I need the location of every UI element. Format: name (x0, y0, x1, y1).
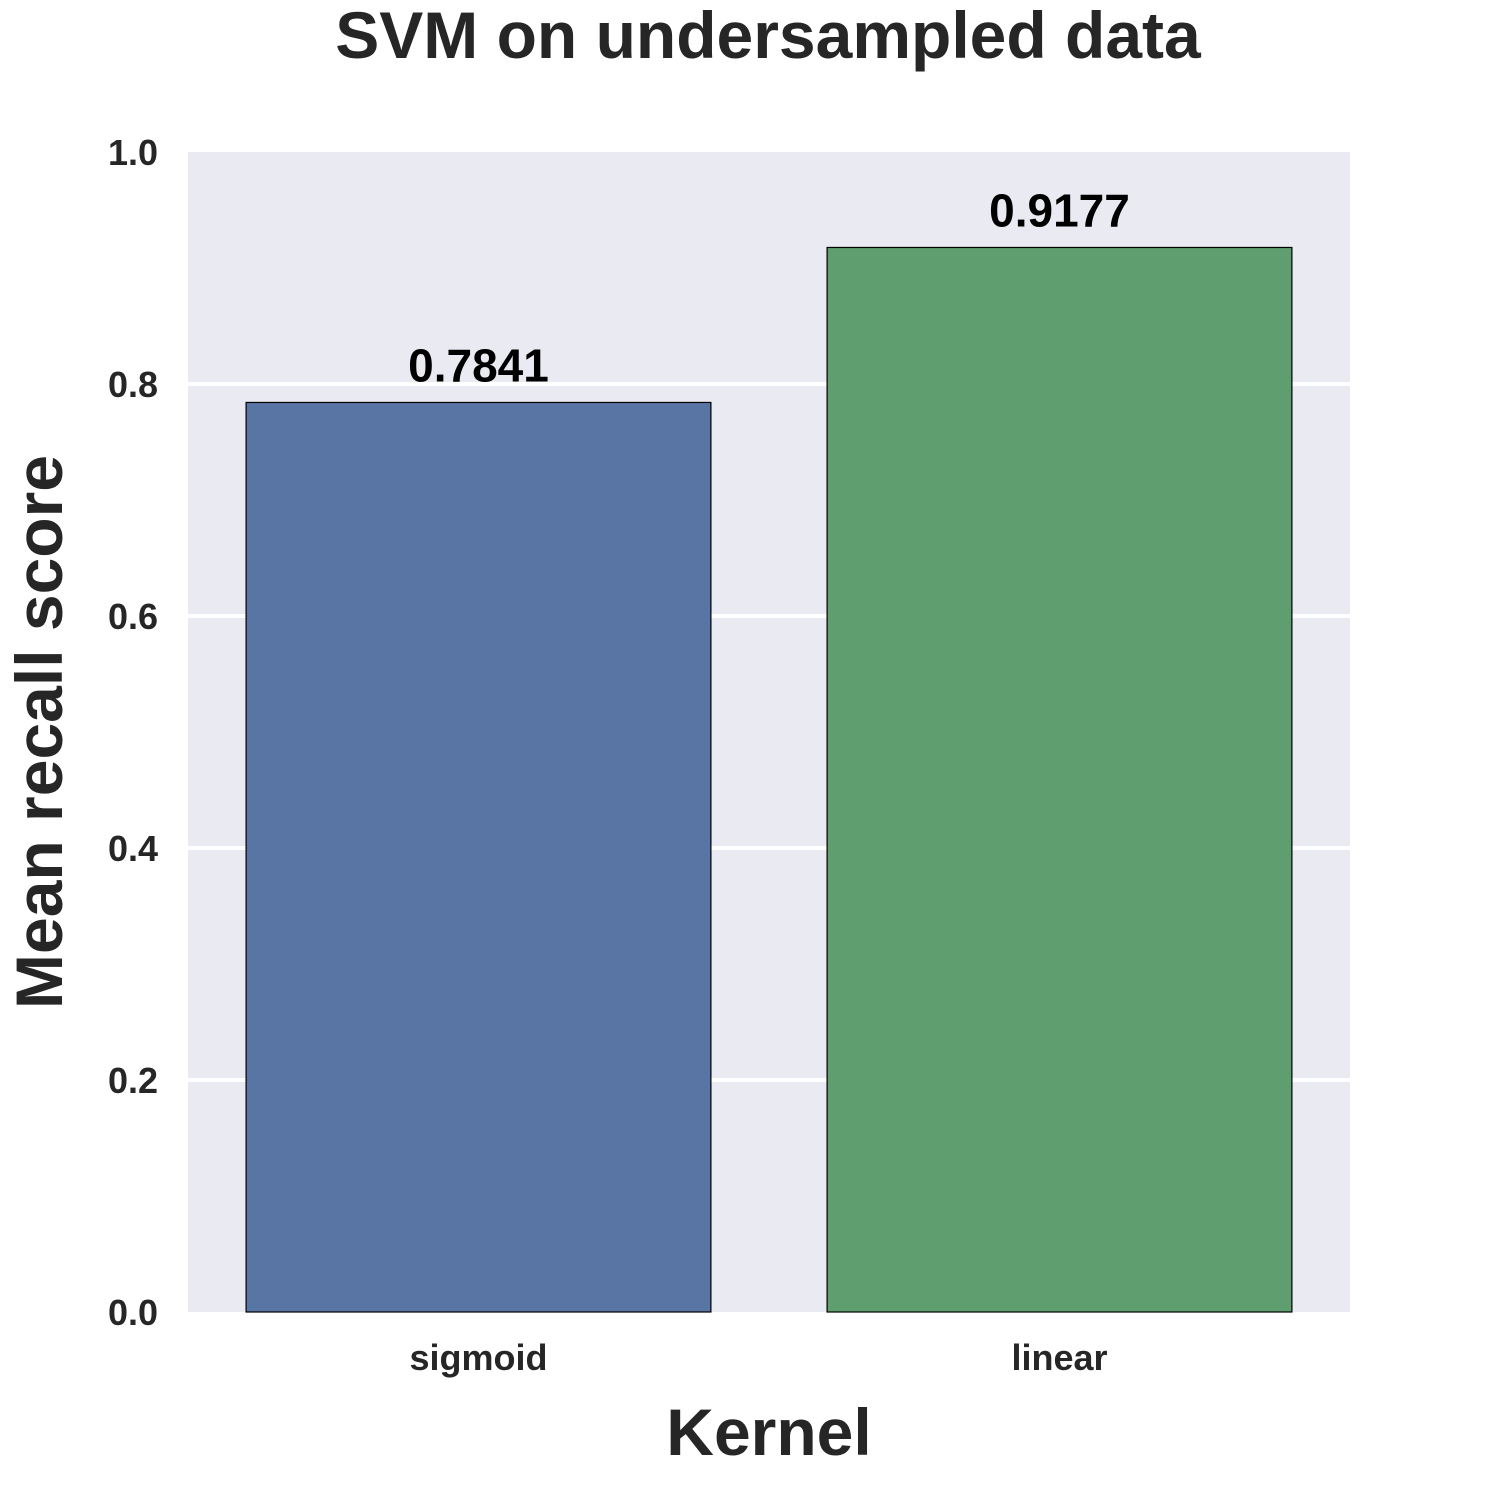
bar-sigmoid (245, 401, 712, 1313)
y-axis-label: Mean recall score (2, 455, 76, 1009)
y-axis-ticks: 0.0 0.2 0.4 0.6 0.8 1.0 (108, 132, 158, 1333)
y-tick-label: 0.8 (108, 364, 158, 405)
bar-linear (826, 246, 1293, 1313)
y-tick-label: 0.6 (108, 596, 158, 637)
data-labels: 0.7841 0.9177 (408, 184, 1130, 391)
data-label-linear: 0.9177 (989, 184, 1130, 236)
y-tick-label: 0.0 (108, 1292, 158, 1333)
y-tick-label: 0.2 (108, 1060, 158, 1101)
chart-title: SVM on undersampled data (335, 0, 1202, 72)
data-label-sigmoid: 0.7841 (408, 339, 549, 391)
x-tick-label: linear (1011, 1337, 1107, 1378)
x-tick-label: sigmoid (409, 1337, 547, 1378)
y-tick-label: 1.0 (108, 132, 158, 173)
x-axis-ticks: sigmoid linear (409, 1337, 1107, 1378)
x-axis-label: Kernel (666, 1395, 871, 1469)
y-tick-label: 0.4 (108, 828, 158, 869)
bars (245, 246, 1293, 1313)
